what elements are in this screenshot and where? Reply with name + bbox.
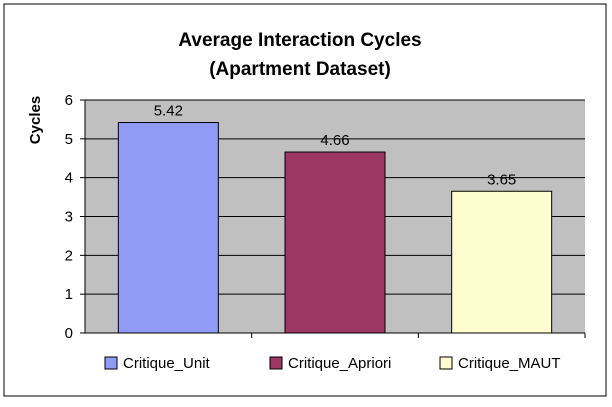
bar-critique-apriori bbox=[284, 151, 386, 334]
legend-label: Critique_Apriori bbox=[288, 355, 391, 372]
data-label: 3.65 bbox=[487, 171, 516, 188]
legend: Critique_Unit Critique_Apriori Critique_MA… bbox=[104, 355, 561, 372]
legend-swatch bbox=[104, 356, 118, 370]
y-tick-label: 2 bbox=[65, 247, 73, 264]
y-tick-label: 5 bbox=[65, 131, 73, 148]
chart-title-line-2: (Apartment Dataset) bbox=[209, 59, 391, 80]
data-label: 5.42 bbox=[154, 103, 183, 120]
y-tick-label: 3 bbox=[65, 209, 73, 226]
legend-label: Critique_MAUT bbox=[458, 355, 561, 372]
legend-label: Critique_Unit bbox=[123, 355, 211, 372]
y-axis-label: Cycles bbox=[27, 96, 44, 144]
bar-critique-maut bbox=[451, 190, 553, 334]
legend-swatch bbox=[269, 356, 283, 370]
y-tick-labels: 0 1 2 3 4 5 6 bbox=[65, 92, 73, 342]
axes bbox=[80, 99, 586, 338]
y-tick-label: 1 bbox=[65, 286, 73, 303]
chart-title-line-1: Average Interaction Cycles bbox=[178, 30, 421, 51]
bars bbox=[117, 122, 553, 334]
data-labels: 5.42 4.66 3.65 bbox=[154, 103, 517, 189]
data-label: 4.66 bbox=[320, 132, 349, 149]
y-tick-label: 0 bbox=[65, 325, 73, 342]
y-tick-label: 6 bbox=[65, 92, 73, 109]
bar-critique-unit bbox=[117, 122, 219, 334]
legend-swatch bbox=[439, 356, 453, 370]
y-tick-label: 4 bbox=[65, 170, 73, 187]
